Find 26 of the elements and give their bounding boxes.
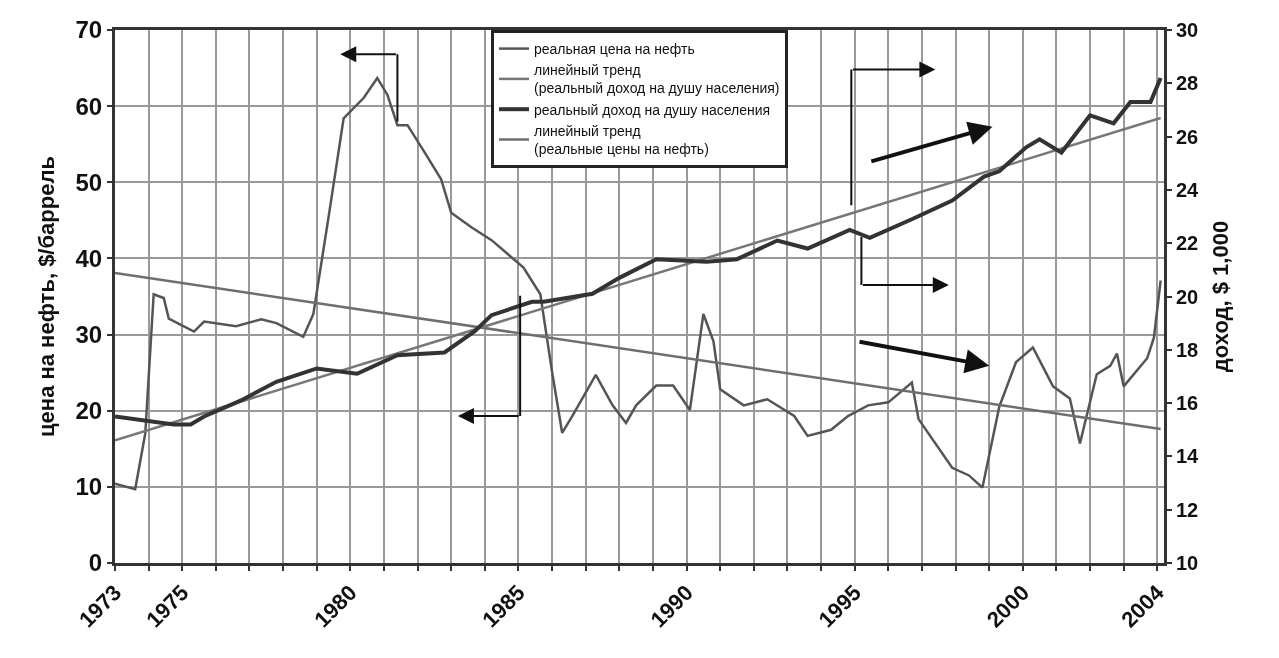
y-tick-label: 50 — [75, 168, 103, 196]
y2-tick-label: 22 — [1176, 232, 1199, 255]
y2-tick-label: 20 — [1176, 285, 1199, 308]
y-tick-label: 60 — [75, 92, 103, 120]
y2-tick-label: 30 — [1176, 19, 1199, 41]
y-tick-label: 20 — [75, 397, 103, 425]
legend-label: реальный доход на душу населения — [534, 101, 771, 118]
y-tick-label: 70 — [75, 16, 103, 44]
y-tick-label: 30 — [75, 320, 103, 348]
y-axis-title: цена на нефть, $/баррель — [34, 156, 60, 437]
legend-label: линейный тренд (реальные цены на нефть) — [534, 122, 709, 158]
y2-tick-label: 10 — [1176, 552, 1199, 574]
y-tick-label: 10 — [75, 473, 103, 501]
y2-tick-label: 28 — [1176, 72, 1199, 95]
y-tick-label: 0 — [88, 549, 103, 577]
y2-tick-label: 24 — [1176, 178, 1200, 201]
legend-label: линейный тренд (реальный доход на душу населения) — [534, 62, 780, 97]
y2-axis-title: доход, $ 1,000 — [1208, 220, 1234, 373]
line-series — [115, 76, 1162, 491]
y-tick-label: 40 — [75, 244, 103, 272]
y2-tick-label: 16 — [1176, 392, 1199, 415]
y2-tick-label: 12 — [1176, 498, 1199, 521]
y2-tick-label: 14 — [1176, 445, 1200, 468]
y2-tick-label: 18 — [1176, 338, 1199, 361]
y2-tick-label: 26 — [1176, 125, 1199, 148]
legend-label: реальная цена на нефть — [534, 41, 695, 58]
